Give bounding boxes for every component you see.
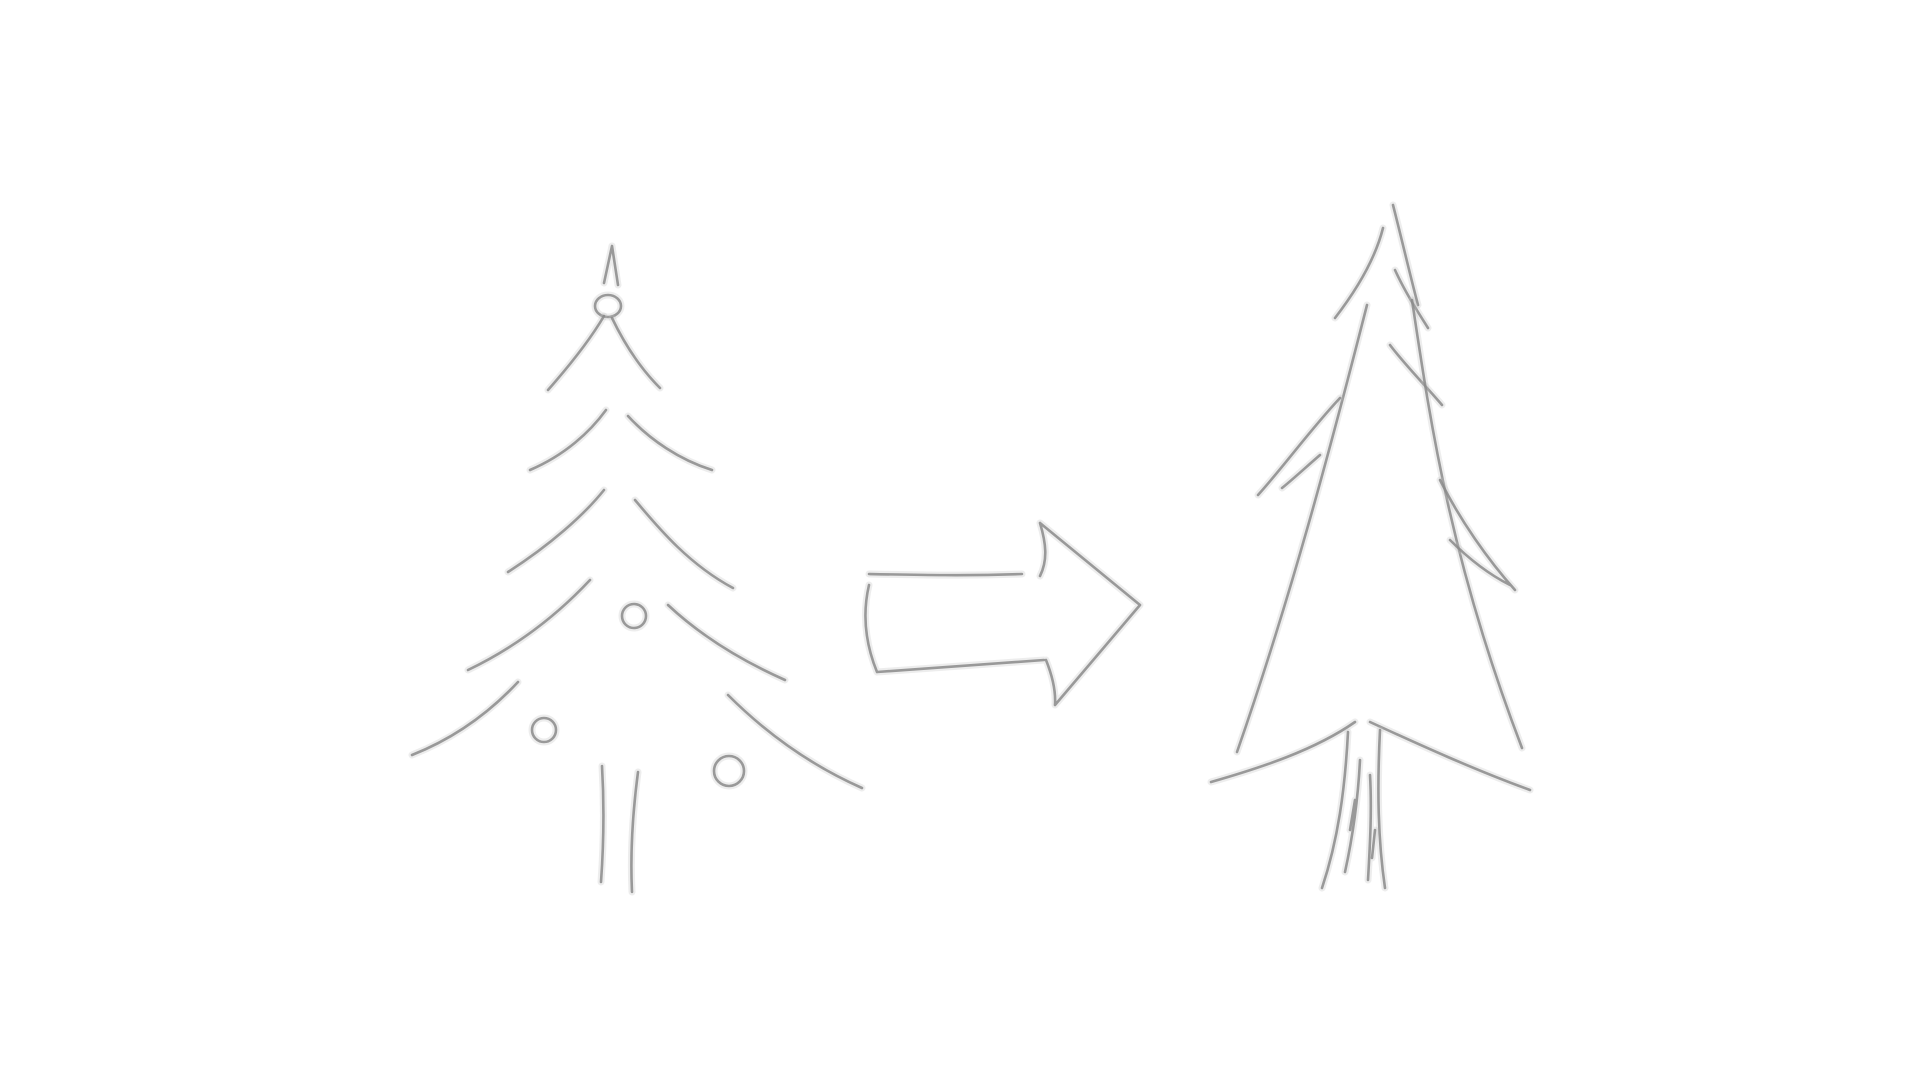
right-arrow-icon — [862, 519, 1144, 709]
decorated-christmas-tree-icon — [408, 242, 866, 896]
plain-pine-tree-icon — [1207, 201, 1534, 892]
